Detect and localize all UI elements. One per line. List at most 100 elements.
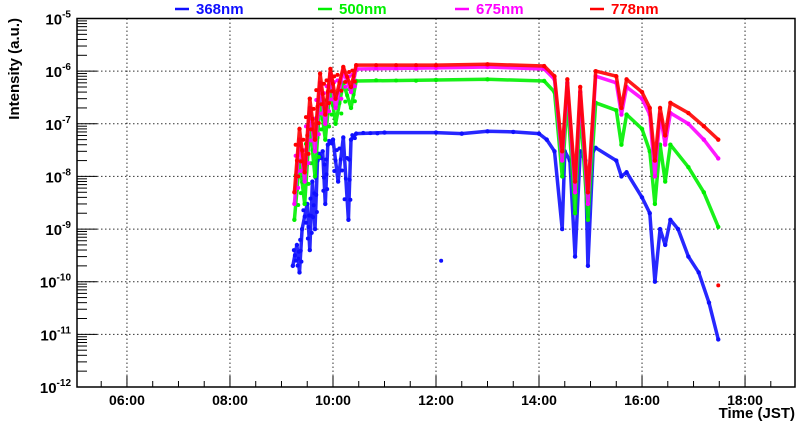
data-point [414,78,419,83]
data-point [332,169,337,174]
data-point [291,248,296,253]
data-point [311,215,316,220]
data-point [320,92,325,97]
data-point [295,263,300,268]
y-tick-exponent: -10 [57,273,72,284]
data-point [593,145,598,150]
data-point [302,201,307,207]
data-point [296,174,301,179]
y-tick-label: 10-11 [40,325,71,344]
data-point [352,136,357,141]
data-point [701,123,707,129]
data-point [639,126,645,132]
data-point [382,130,387,135]
data-point [323,121,328,126]
data-point [559,174,565,179]
data-point [585,217,591,223]
data-point [332,74,337,79]
data-point [293,142,298,147]
legend-label-778nm: 778nm [611,1,659,18]
data-point [310,117,315,122]
data-point [350,68,355,73]
y-tick-exponent: -12 [57,378,72,389]
y-tick-label: 10-12 [40,378,72,397]
data-point [686,110,691,116]
data-point [696,270,701,275]
data-point [394,63,399,68]
data-point [343,84,348,89]
y-tick-label: 10-10 [40,273,72,292]
data-point [701,190,707,195]
data-point [307,247,313,253]
data-point [663,242,668,248]
data-point [321,81,326,86]
data-point [327,124,332,129]
data-point [619,174,624,179]
series-trace-675nm [292,65,720,206]
data-point [624,170,629,175]
data-point [316,132,321,137]
data-point [347,69,352,74]
data-point-isolated [716,283,721,288]
data-point [511,129,516,135]
data-point [368,131,373,136]
data-point [294,158,299,163]
y-tick-base: 10 [45,169,62,186]
data-point [325,187,330,192]
x-tick-label: 14:00 [521,392,557,408]
data-point [619,112,624,117]
data-point [340,168,345,173]
data-point [300,148,305,153]
data-point [374,66,379,71]
y-tick-base: 10 [40,327,57,344]
data-point [572,190,578,195]
data-point [716,337,721,342]
data-point [647,149,652,154]
data-point [346,217,351,223]
data-point [652,158,658,163]
data-point [348,137,354,142]
y-tick-exponent: -7 [62,115,71,126]
x-tick-label: 16:00 [624,392,660,408]
data-point [323,201,328,207]
y-tick-base: 10 [45,222,62,239]
data-point [351,74,356,79]
data-point [303,220,308,225]
data-point [552,149,557,154]
data-point [647,211,652,216]
y-tick-label: 10-8 [45,167,71,186]
data-point [302,214,307,219]
data-point [619,142,624,147]
data-point [647,105,652,111]
data-point [716,156,721,161]
data-point [307,96,313,101]
data-point [306,181,311,186]
axis-ticks [77,18,772,388]
x-tick-label: 06:00 [109,392,145,408]
data-point [323,112,328,117]
legend-label-368nm: 368nm [196,1,244,18]
data-point [294,242,300,248]
data-point [374,78,379,83]
data-point [541,63,547,69]
data-point [394,78,399,83]
plot-frame [76,17,796,388]
data-point [559,158,565,163]
data-point [325,142,331,147]
data-point [657,226,663,232]
data-point [306,151,311,156]
data-point [593,68,598,74]
data-point [342,197,347,202]
data-point [345,93,350,98]
y-tick-base: 10 [45,12,62,29]
data-point [320,149,325,154]
data-point [343,176,348,181]
data-point [338,157,343,162]
data-point [352,99,357,104]
data-point [325,89,330,94]
data-point [314,209,319,214]
data-point [353,62,359,68]
data-point [337,146,342,151]
data-point [348,89,354,95]
